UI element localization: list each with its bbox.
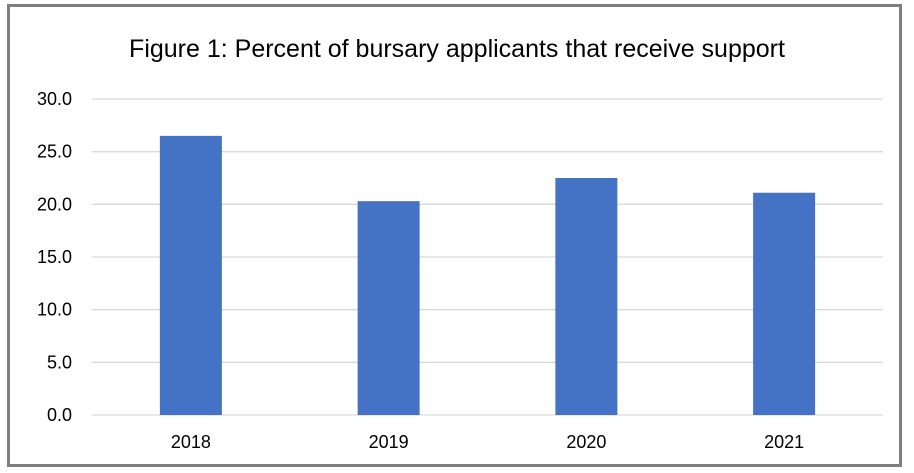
y-tick-label: 5.0 (47, 352, 72, 372)
x-axis-category-labels: 2018 2019 2020 2021 (171, 432, 804, 452)
y-tick-label: 30.0 (37, 89, 72, 109)
x-category-label: 2021 (764, 432, 804, 452)
x-category-label: 2018 (171, 432, 211, 452)
chart-title: Figure 1: Percent of bursary applicants … (129, 35, 785, 63)
y-tick-label: 20.0 (37, 194, 72, 214)
bar-2020 (555, 178, 618, 415)
y-tick-label: 25.0 (37, 142, 72, 162)
bar-2019 (357, 201, 420, 415)
y-tick-label: 15.0 (37, 247, 72, 267)
y-tick-label: 10.0 (37, 300, 72, 320)
y-axis-tick-labels: 0.0 5.0 10.0 15.0 20.0 25.0 30.0 (37, 89, 72, 425)
chart-frame (7, 4, 902, 467)
bar-2021 (753, 192, 816, 415)
x-category-label: 2020 (566, 432, 606, 452)
bar-2018 (159, 135, 222, 415)
gridlines (92, 98, 883, 416)
y-tick-label: 0.0 (47, 405, 72, 425)
x-category-label: 2019 (369, 432, 409, 452)
bars (159, 135, 816, 415)
